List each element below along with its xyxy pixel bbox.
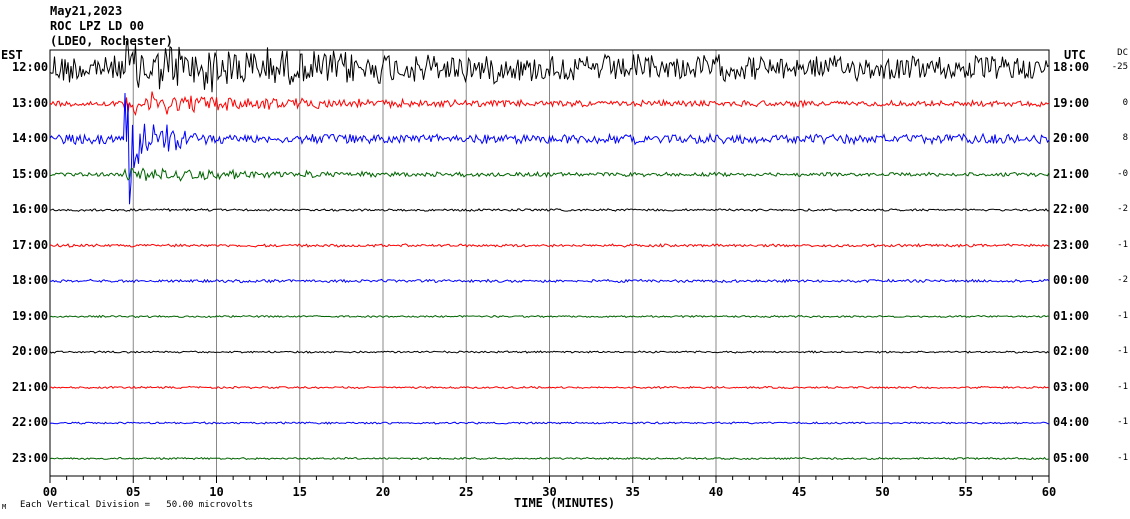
trace-row-12:00	[49, 40, 1050, 93]
dc-value: -1	[1117, 452, 1128, 463]
utc-tick-label: 21:00	[1053, 166, 1090, 181]
utc-tick-label: 23:00	[1053, 237, 1090, 252]
trace-row-20:00	[49, 350, 1050, 354]
dc-value: -1	[1117, 417, 1128, 427]
scale-note: Each Vertical Division = 50.00 microvolt…	[20, 500, 253, 510]
dc-value: 8	[1122, 133, 1128, 143]
est-tick-label: 15:00	[12, 166, 49, 181]
dc-value: -1	[1117, 346, 1128, 356]
utc-tick-label: 01:00	[1053, 308, 1090, 323]
trace-row-13:00	[49, 91, 1050, 116]
utc-tick-label: 02:00	[1053, 344, 1090, 358]
header-station: ROC LPZ LD 00	[50, 19, 144, 33]
utc-tick-label: 00:00	[1053, 273, 1090, 287]
x-tick-label: 60	[1041, 485, 1057, 499]
utc-tick-label: 19:00	[1053, 95, 1090, 110]
x-tick-label: 20	[375, 485, 391, 499]
trace-row-23:00	[49, 456, 1050, 461]
x-tick-label: 25	[459, 485, 474, 499]
x-tick-label: 30	[542, 485, 557, 499]
est-tick-label: 17:00	[12, 237, 49, 252]
est-label: EST	[1, 48, 23, 62]
utc-tick-label: 20:00	[1053, 131, 1090, 145]
utc-tick-label: 04:00	[1053, 415, 1090, 429]
x-tick-label: 50	[875, 485, 890, 499]
x-tick-label: 35	[625, 485, 640, 499]
trace-row-18:00	[49, 278, 1050, 284]
est-tick-label: 20:00	[12, 344, 49, 358]
dc-label: DC	[1117, 48, 1128, 58]
x-tick-label: 40	[708, 485, 724, 499]
utc-tick-label: 18:00	[1053, 60, 1090, 74]
utc-label: UTC	[1064, 48, 1086, 62]
trace-row-16:00	[49, 208, 1050, 213]
est-tick-label: 18:00	[12, 273, 49, 287]
utc-tick-label: 05:00	[1053, 450, 1090, 465]
dc-value: -1	[1117, 381, 1128, 392]
est-tick-label: 16:00	[12, 202, 49, 216]
corner-mark: M	[2, 503, 7, 511]
dc-value: -25	[1111, 62, 1128, 72]
dc-value: -1	[1117, 310, 1128, 321]
est-tick-label: 13:00	[12, 95, 49, 110]
utc-tick-label: 03:00	[1053, 379, 1090, 394]
est-tick-label: 22:00	[12, 415, 49, 429]
trace-row-17:00	[49, 243, 1050, 248]
dc-value: -2	[1117, 204, 1128, 214]
x-tick-label: 05	[126, 485, 141, 499]
est-tick-label: 23:00	[12, 450, 49, 465]
trace-row-14:00	[49, 92, 1050, 205]
x-tick-label: 45	[792, 485, 807, 499]
est-tick-label: 14:00	[12, 131, 49, 145]
header-date: May21,2023	[50, 4, 123, 18]
est-tick-label: 12:00	[12, 60, 49, 74]
header-network: (LDEO, Rochester)	[50, 34, 173, 48]
dc-value: -1	[1117, 239, 1128, 250]
est-tick-label: 21:00	[12, 379, 49, 394]
trace-row-22:00	[49, 421, 1050, 425]
x-tick-label: 55	[958, 485, 973, 499]
x-axis-label: TIME (MINUTES)	[514, 496, 616, 510]
est-tick-label: 19:00	[12, 308, 49, 323]
trace-row-15:00	[49, 167, 1050, 182]
trace-row-21:00	[49, 385, 1050, 390]
dc-value: 0	[1122, 97, 1128, 108]
dc-value: -0	[1117, 168, 1128, 179]
trace-row-19:00	[49, 314, 1050, 319]
utc-tick-label: 22:00	[1053, 202, 1090, 216]
x-tick-label: 15	[292, 485, 307, 499]
x-tick-label: 10	[209, 485, 224, 499]
dc-value: -2	[1117, 275, 1128, 285]
x-tick-label: 00	[42, 485, 58, 499]
